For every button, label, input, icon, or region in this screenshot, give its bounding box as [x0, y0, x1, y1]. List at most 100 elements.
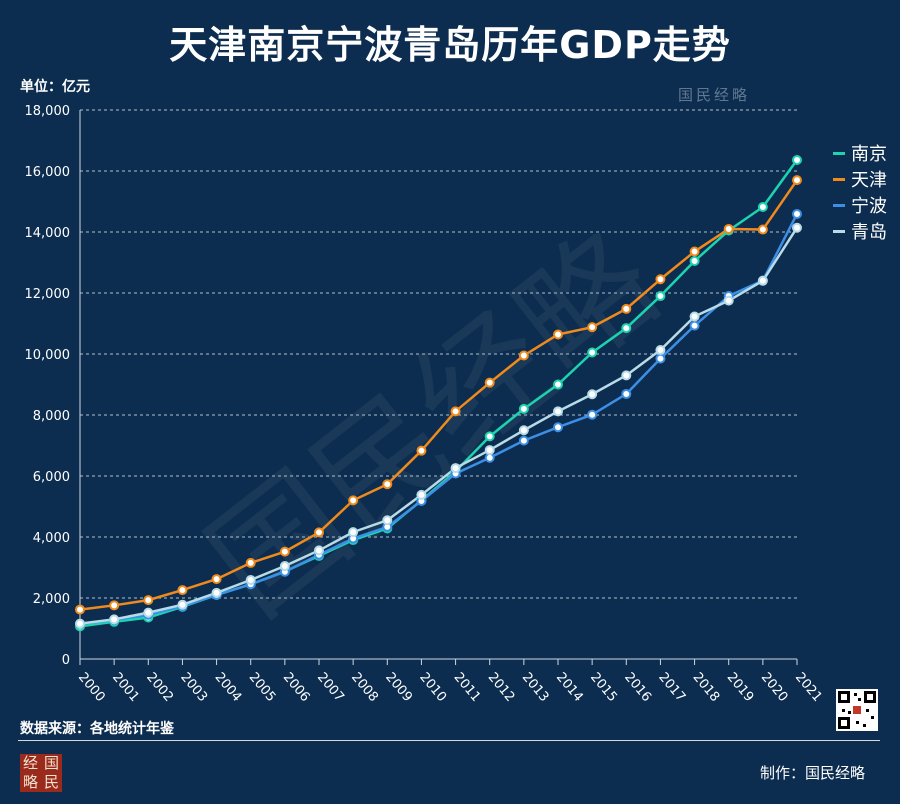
y-tick-label: 6,000 — [33, 470, 70, 485]
data-point — [518, 435, 529, 446]
data-point — [553, 422, 563, 433]
legend-item: 青岛 — [833, 218, 887, 244]
data-point — [450, 406, 461, 417]
maker-label: 制作：国民经略 — [760, 764, 866, 782]
data-point — [587, 347, 598, 358]
x-tick-label: 2016 — [621, 670, 654, 705]
x-tick-label: 2009 — [382, 670, 415, 705]
data-point — [518, 403, 529, 414]
data-point — [587, 322, 598, 333]
x-tick-label: 2002 — [143, 670, 176, 705]
legend-label: 青岛 — [851, 222, 887, 243]
data-point — [553, 406, 563, 417]
series-line-2 — [79, 213, 799, 626]
data-point — [245, 575, 256, 586]
data-point — [689, 255, 700, 266]
y-tick-label: 14,000 — [25, 226, 71, 241]
x-tick-label: 2014 — [553, 670, 586, 705]
y-tick-label: 18,000 — [25, 104, 71, 119]
legend-swatch — [833, 151, 845, 155]
y-tick-label: 0 — [62, 653, 70, 668]
data-point — [109, 614, 120, 625]
data-point — [143, 595, 154, 606]
x-tick-label: 2008 — [348, 670, 381, 705]
data-point — [757, 201, 768, 212]
data-source-label: 数据来源：各地统计年鉴 — [20, 721, 174, 737]
x-tick-label: 2003 — [177, 670, 210, 705]
data-point — [655, 274, 666, 285]
data-point — [177, 585, 188, 596]
x-tick-label: 2020 — [758, 670, 791, 705]
data-point — [416, 445, 427, 456]
data-point — [484, 431, 495, 442]
data-point — [689, 311, 700, 322]
data-point — [416, 489, 427, 500]
data-point — [518, 425, 529, 436]
x-tick-label: 2004 — [212, 670, 245, 705]
data-point — [75, 604, 85, 615]
y-tick-label: 2,000 — [33, 592, 70, 607]
data-point — [553, 329, 563, 340]
data-point — [484, 377, 495, 388]
data-point — [314, 527, 324, 538]
y-tick-label: 4,000 — [33, 531, 70, 546]
data-point — [757, 224, 768, 235]
data-point — [792, 155, 802, 166]
data-point — [211, 574, 222, 585]
data-point — [75, 618, 85, 629]
data-point — [450, 463, 461, 474]
legend-item: 天津 — [833, 166, 887, 192]
legend-label: 宁波 — [851, 196, 887, 217]
footer-divider — [18, 740, 880, 741]
legend-label: 南京 — [851, 144, 887, 165]
data-point — [723, 295, 734, 306]
legend-swatch — [833, 177, 845, 181]
data-point — [211, 587, 222, 598]
x-tick-label: 2013 — [519, 670, 552, 705]
data-point — [689, 320, 700, 331]
data-point — [621, 370, 632, 381]
data-point — [757, 275, 768, 286]
data-point — [553, 379, 563, 390]
series-line-3 — [79, 227, 799, 625]
data-point — [792, 222, 802, 233]
data-point — [314, 545, 324, 556]
series-line-1 — [79, 179, 799, 611]
qr-code-icon — [836, 689, 878, 731]
legend-swatch — [833, 203, 845, 207]
x-tick-label: 2021 — [792, 670, 825, 705]
data-point — [587, 409, 598, 420]
x-tick-label: 2012 — [485, 670, 518, 705]
x-tick-label: 2018 — [690, 670, 723, 705]
x-tick-label: 2001 — [109, 670, 142, 705]
x-tick-label: 2015 — [587, 670, 620, 705]
data-point — [245, 557, 256, 568]
data-point — [279, 546, 290, 557]
x-tick-label: 2019 — [724, 670, 757, 705]
x-tick-label: 2005 — [246, 670, 279, 705]
legend-label: 天津 — [851, 170, 887, 191]
seal-logo: 经国略民 — [20, 754, 62, 792]
x-tick-label: 2006 — [280, 670, 313, 705]
data-point — [621, 323, 632, 334]
data-point — [177, 599, 188, 610]
data-point — [484, 445, 495, 456]
data-point — [587, 389, 598, 400]
y-tick-label: 10,000 — [25, 348, 71, 363]
data-point — [143, 607, 154, 618]
y-axis-unit-label: 单位：亿元 — [20, 79, 90, 95]
data-point — [382, 515, 393, 526]
legend-swatch — [833, 229, 845, 233]
data-point — [348, 495, 359, 506]
chart-title: 天津南京宁波青岛历年GDP走势 — [169, 23, 731, 67]
legend: 南京 天津 宁波 青岛 — [833, 140, 887, 244]
watermark-top: 国民经略 — [678, 86, 751, 104]
data-point — [621, 388, 632, 399]
data-point — [382, 479, 393, 490]
data-point — [655, 345, 666, 356]
data-point — [655, 291, 666, 302]
data-point — [348, 527, 359, 538]
data-point — [518, 350, 529, 361]
x-tick-label: 2007 — [314, 670, 347, 705]
